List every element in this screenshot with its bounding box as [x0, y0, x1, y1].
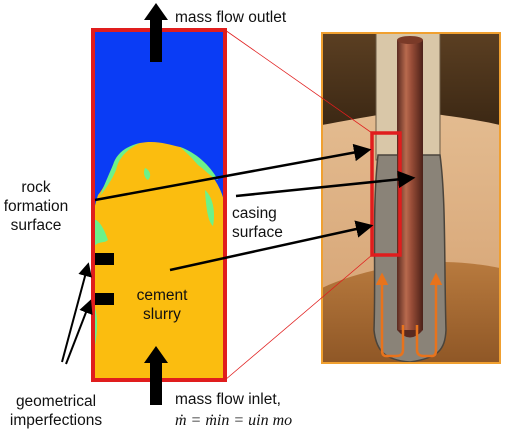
cement-label-line: cement — [136, 287, 188, 304]
geometrical-imperfections-label: geometrical imperfections — [0, 392, 112, 430]
cement-slurry-pointer — [169, 220, 374, 272]
rock-label-line: rock — [21, 179, 51, 196]
outlet-label: mass flow outlet — [175, 9, 287, 26]
inlet-label: mass flow inlet, — [175, 391, 281, 408]
wellbore-border — [321, 32, 501, 364]
imperfection-pointer-upper — [61, 262, 92, 363]
inlet-formula: ṁ = ṁin = uin mo — [175, 412, 293, 429]
zoom-line-bottom — [224, 254, 373, 381]
casing-surface-pointer — [235, 170, 416, 198]
cement-label-line: slurry — [143, 306, 181, 323]
imperfection-pointer-lower — [65, 299, 93, 365]
casing-label-line: surface — [232, 224, 283, 241]
wellbore-panel — [321, 32, 501, 364]
simulation-panel — [91, 28, 227, 382]
flow-arrows — [375, 272, 443, 358]
rock-label-line: formation — [3, 198, 69, 215]
interface-patch — [205, 190, 215, 226]
rock-surface-pointer — [94, 143, 372, 202]
geom-label-line: geometrical — [15, 393, 97, 410]
casing-surface-label: casing surface — [232, 204, 283, 242]
interface-patch — [144, 168, 151, 180]
casing-top — [397, 36, 423, 44]
rock-label-line: surface — [10, 217, 62, 234]
casing-label-line: casing — [232, 205, 277, 222]
zoom-highlight-box — [370, 131, 402, 257]
interface-patch — [180, 147, 218, 180]
interface-band — [100, 143, 140, 196]
geom-label-line: imperfections — [9, 412, 103, 429]
cement-slurry-label: cement slurry — [132, 286, 192, 324]
imperfection-block-lower — [93, 293, 114, 305]
interface-patch — [93, 219, 108, 248]
zoom-line-top — [224, 29, 373, 134]
rock-formation-label: rock formation surface — [0, 178, 72, 235]
outlet-arrow — [144, 3, 168, 62]
imperfection-block-upper — [93, 253, 114, 265]
inlet-arrow — [144, 346, 168, 405]
cement-slurry-region — [93, 141, 225, 380]
